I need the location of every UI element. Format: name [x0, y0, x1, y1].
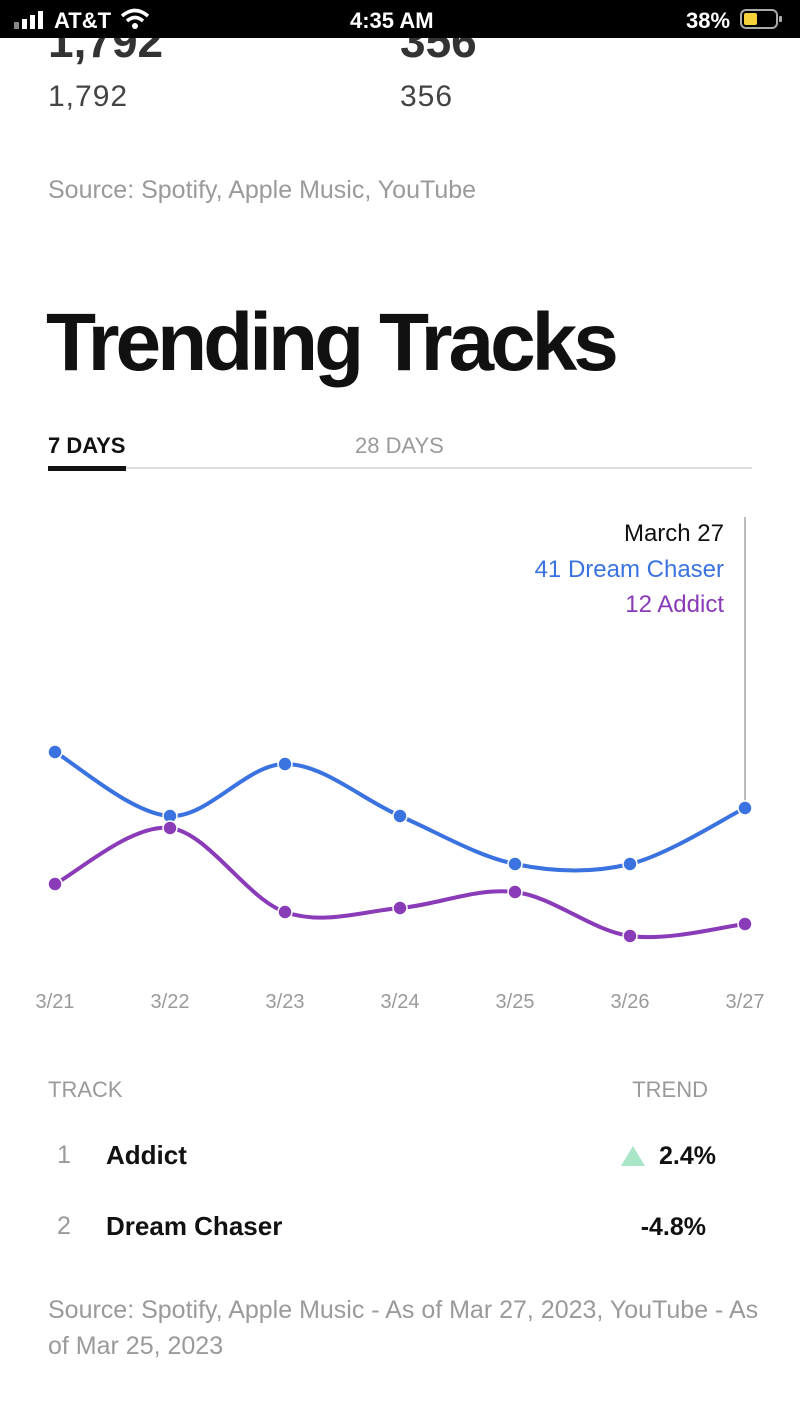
x-tick-label: 3/25 — [496, 991, 535, 1013]
trend-up-icon — [621, 1146, 645, 1166]
tooltip-series: Dream Chaser — [567, 556, 724, 583]
point — [737, 800, 753, 816]
time: 4:35 AM — [350, 8, 434, 33]
tooltip-series: Addict — [657, 591, 724, 618]
x-tick-label: 3/21 — [36, 991, 75, 1013]
track-name[interactable]: Dream Chaser — [106, 1211, 283, 1241]
x-tick-label: 3/22 — [151, 991, 190, 1013]
battery-icon — [740, 9, 782, 29]
x-tick-label: 3/24 — [381, 991, 420, 1013]
point — [47, 744, 63, 760]
stat-value: 1,792 — [48, 80, 129, 113]
tab[interactable]: 28 DAYS — [355, 433, 444, 458]
point — [622, 856, 638, 872]
wifi-icon — [120, 8, 150, 29]
battery-level: 38% — [686, 8, 731, 33]
tooltip-value: 41 — [534, 556, 562, 583]
x-tick-label: 3/23 — [266, 991, 305, 1013]
x-tick-label: 3/27 — [726, 991, 765, 1013]
tooltip-title: March 27 — [623, 520, 724, 547]
table-header: TRACK — [48, 1077, 123, 1102]
tab-divider — [48, 467, 752, 469]
point — [392, 900, 408, 916]
table-header: TREND — [632, 1077, 708, 1102]
point — [47, 876, 63, 892]
point — [737, 916, 753, 932]
status-bar: AT&T 4:35 AM 38% — [0, 0, 800, 38]
point — [277, 756, 293, 772]
stats-source: Source: Spotify, Apple Music, YouTube — [48, 176, 477, 204]
carrier: AT&T — [54, 8, 112, 33]
point — [162, 820, 178, 836]
point — [622, 928, 638, 944]
tab-active[interactable]: 7 DAYS — [48, 433, 126, 458]
point — [392, 808, 408, 824]
trend: 2.4% — [659, 1142, 716, 1170]
rank: 2 — [57, 1212, 71, 1240]
stat-value: 356 — [400, 80, 454, 113]
tab-indicator — [48, 466, 126, 471]
point — [507, 856, 523, 872]
tooltip-entry: 41 Dream Chaser — [535, 556, 724, 584]
rank: 1 — [57, 1141, 71, 1169]
point — [277, 904, 293, 920]
trend: -4.8% — [640, 1213, 706, 1241]
signal-icon — [14, 11, 43, 29]
section-title: Trending Tracks — [46, 297, 619, 388]
x-tick-label: 3/26 — [611, 991, 650, 1013]
footer-source: Source: Spotify, Apple Music - As of Mar… — [48, 1296, 759, 1360]
line — [53, 825, 747, 940]
tooltip-value: 12 — [625, 591, 652, 618]
point — [507, 884, 523, 900]
track-name[interactable]: Addict — [106, 1140, 187, 1170]
tooltip-entry: 12 Addict — [625, 591, 724, 619]
